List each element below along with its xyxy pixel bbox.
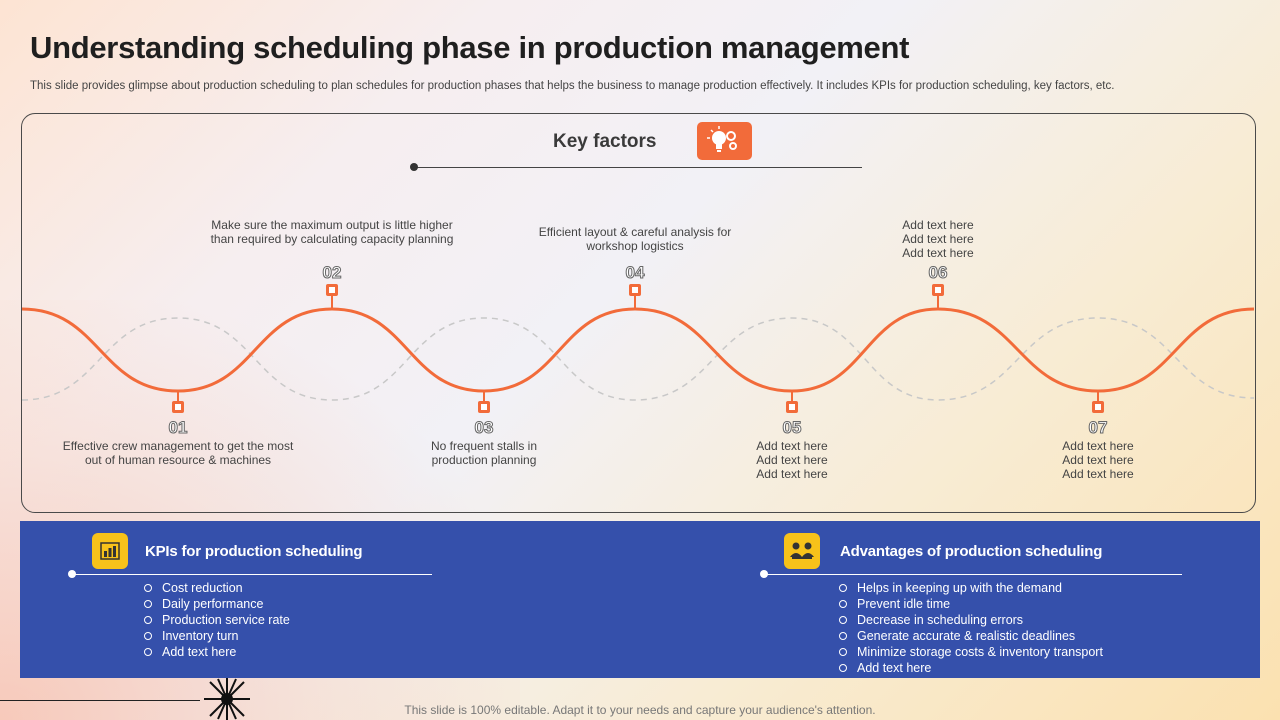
step-text-05: Add text here Add text here Add text her… — [756, 439, 828, 481]
timeline-pin-05 — [786, 391, 798, 413]
advantage-item: Add text here — [839, 660, 1103, 676]
bar-chart-icon — [92, 533, 128, 569]
wave-dashed-line — [21, 317, 1255, 401]
step-number-07: 07 — [1088, 418, 1108, 438]
kpi-item: Add text here — [144, 644, 290, 660]
kpis-underline-dot — [68, 570, 76, 578]
footer-line — [0, 700, 200, 701]
key-factors-panel — [21, 113, 1256, 513]
step-text-02: Make sure the maximum output is little h… — [210, 218, 454, 246]
lightbulb-gears-icon — [697, 122, 752, 160]
team-meeting-icon — [784, 533, 820, 569]
advantages-underline — [764, 574, 1182, 575]
kpis-title: KPIs for production scheduling — [145, 543, 363, 560]
step-number-05: 05 — [782, 418, 802, 438]
page-subtitle: This slide provides glimpse about produc… — [30, 80, 1115, 92]
kpis-underline — [72, 574, 432, 575]
step-number-02: 02 — [322, 263, 342, 283]
wave-solid-line — [21, 307, 1255, 393]
kpi-advantages-panel — [20, 521, 1260, 678]
step-number-06: 06 — [928, 263, 948, 283]
step-text-03: No frequent stalls in production plannin… — [430, 439, 538, 467]
advantages-underline-dot — [760, 570, 768, 578]
timeline-pin-04 — [629, 284, 641, 309]
kpis-list: Cost reduction Daily performance Productio… — [144, 580, 290, 660]
timeline-pin-06 — [932, 284, 944, 309]
key-factors-underline — [414, 167, 862, 168]
step-text-01: Effective crew management to get the mos… — [62, 439, 294, 467]
kpi-item: Production service rate — [144, 612, 290, 628]
step-number-03: 03 — [474, 418, 494, 438]
advantage-item: Minimize storage costs & inventory trans… — [839, 644, 1103, 660]
timeline-pin-03 — [478, 391, 490, 413]
advantage-item: Prevent idle time — [839, 596, 1103, 612]
timeline-pin-07 — [1092, 391, 1104, 413]
step-text-07: Add text here Add text here Add text her… — [1062, 439, 1134, 481]
timeline-pin-02 — [326, 284, 338, 309]
advantage-item: Helps in keeping up with the demand — [839, 580, 1103, 596]
starburst-icon — [204, 678, 250, 720]
advantage-item: Decrease in scheduling errors — [839, 612, 1103, 628]
advantages-list: Helps in keeping up with the demand Preve… — [839, 580, 1103, 676]
advantages-title: Advantages of production scheduling — [840, 543, 1103, 560]
key-factors-underline-dot — [410, 163, 418, 171]
kpi-item: Inventory turn — [144, 628, 290, 644]
step-text-06: Add text here Add text here Add text her… — [902, 218, 974, 260]
advantage-item: Generate accurate & realistic deadlines — [839, 628, 1103, 644]
kpi-item: Daily performance — [144, 596, 290, 612]
step-text-04: Efficient layout & careful analysis for … — [538, 225, 732, 253]
page-title: Understanding scheduling phase in produc… — [30, 30, 910, 65]
footer-note: This slide is 100% editable. Adapt it to… — [404, 703, 876, 717]
kpi-item: Cost reduction — [144, 580, 290, 596]
timeline-pin-01 — [172, 391, 184, 413]
step-number-04: 04 — [625, 263, 645, 283]
step-number-01: 01 — [168, 418, 188, 438]
key-factors-title: Key factors — [553, 131, 657, 152]
